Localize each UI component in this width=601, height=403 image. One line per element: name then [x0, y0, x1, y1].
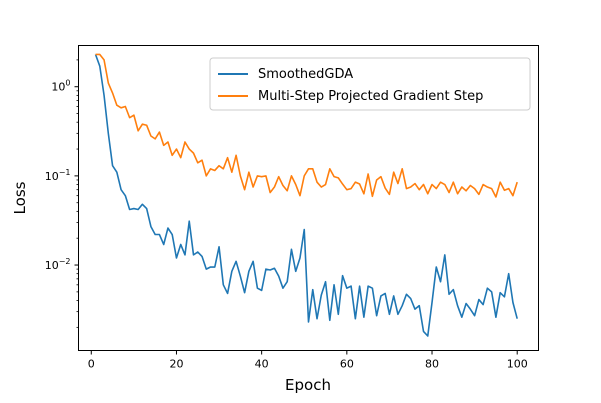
- y-axis: 100 10−1 10−2: [45, 59, 79, 328]
- legend-label-smoothedgda: SmoothedGDA: [258, 67, 353, 82]
- legend-box: [209, 57, 531, 111]
- x-tick-label: 60: [340, 358, 354, 371]
- x-axis: 0 20 40 60 80 100: [88, 350, 528, 371]
- y-axis-title: Loss: [11, 181, 29, 214]
- y-tick-label: 10−2: [45, 257, 71, 272]
- y-tick-label: 10−1: [45, 168, 71, 183]
- x-tick-label: 100: [507, 358, 528, 371]
- series-line-multi-step-projected-gradient-step: [95, 53, 518, 198]
- x-tick-label: 20: [169, 358, 183, 371]
- x-tick-label: 40: [255, 358, 269, 371]
- series-lines: [94, 53, 518, 337]
- plot-frame: [78, 45, 539, 351]
- legend-label-multi-step: Multi-Step Projected Gradient Step: [258, 89, 483, 104]
- x-axis-title: Epoch: [285, 376, 331, 394]
- legend: SmoothedGDA Multi-Step Projected Gradien…: [209, 57, 531, 111]
- series-line-smoothedgda: [94, 54, 518, 337]
- y-tick-label: 100: [51, 79, 70, 94]
- x-tick-label: 80: [425, 358, 439, 371]
- x-tick-label: 0: [88, 358, 95, 371]
